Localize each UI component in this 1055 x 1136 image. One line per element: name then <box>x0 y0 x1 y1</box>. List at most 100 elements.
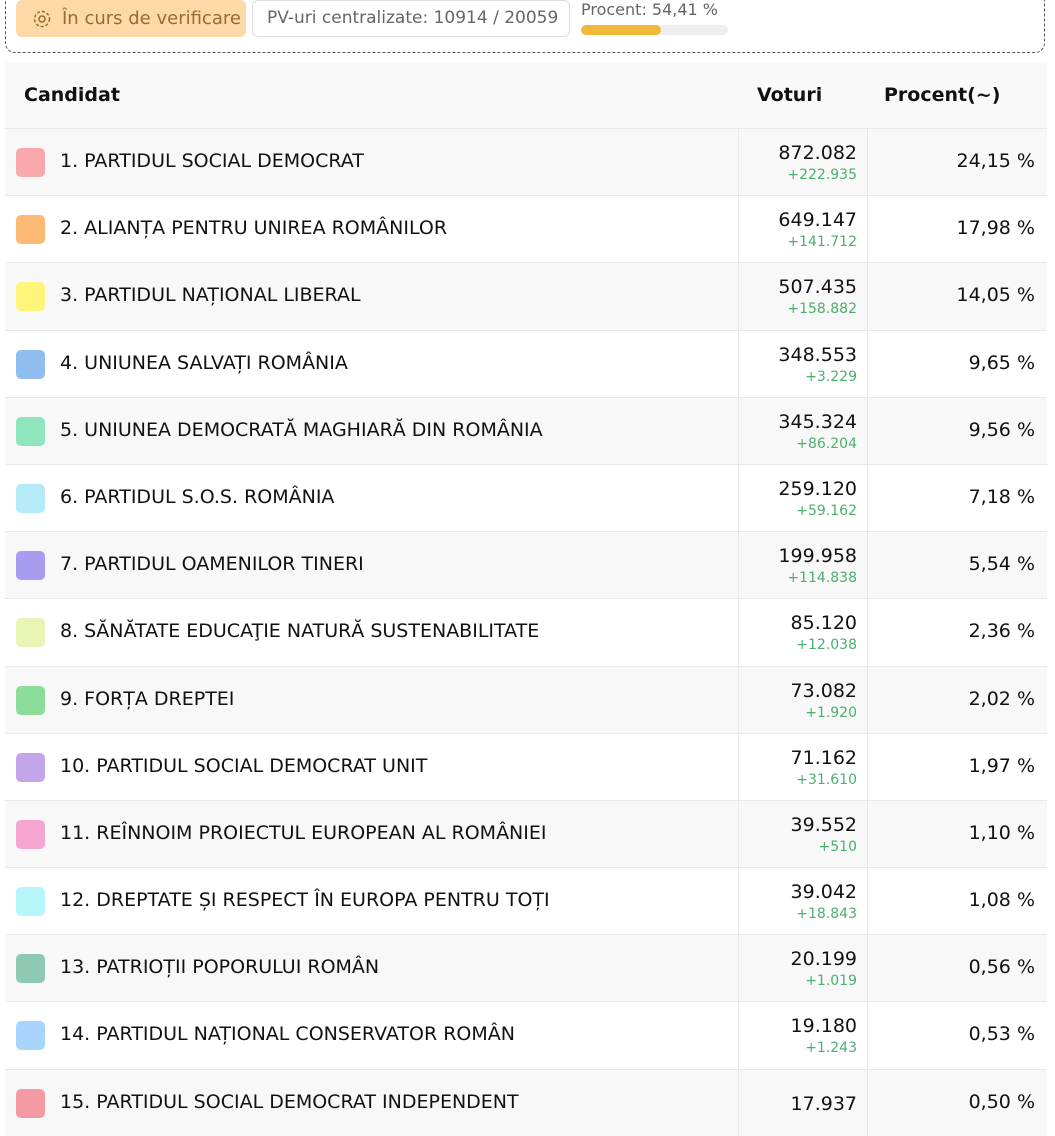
color-swatch <box>16 954 45 984</box>
votes-cell: 71.162 +31.610 <box>738 733 868 800</box>
percent: 5,54 % <box>968 553 1035 576</box>
votes-cell: 348.553 +3.229 <box>738 330 868 397</box>
candidate-name: 10. PARTIDUL SOCIAL DEMOCRAT UNIT <box>60 754 428 777</box>
votes-delta: +158.882 <box>787 301 857 318</box>
candidate-name: 7. PARTIDUL OAMENILOR TINERI <box>60 553 364 576</box>
votes-cell: 872.082 +222.935 <box>738 129 868 196</box>
candidate-name: 2. ALIANȚA PENTRU UNIREA ROMÂNILOR <box>60 217 448 240</box>
table-row: 5. UNIUNEA DEMOCRATĂ MAGHIARĂ DIN ROMÂNI… <box>5 396 1047 464</box>
candidate-name: 3. PARTIDUL NAȚIONAL LIBERAL <box>60 284 361 307</box>
votes-cell: 345.324 +86.204 <box>738 397 868 464</box>
color-swatch <box>16 483 45 513</box>
color-swatch <box>16 685 45 715</box>
table-row: 7. PARTIDUL OAMENILOR TINERI 199.958 +114.… <box>5 531 1047 599</box>
percent: 1,97 % <box>968 754 1035 777</box>
candidate-name: 15. PARTIDUL SOCIAL DEMOCRAT INDEPENDENT <box>60 1090 519 1113</box>
votes-delta: +3.229 <box>805 368 857 385</box>
table-row: 4. UNIUNEA SALVAȚI ROMÂNIA 348.553 +3.229 9… <box>5 329 1047 397</box>
color-swatch <box>16 819 45 849</box>
votes: 71.162 <box>790 746 857 769</box>
votes-cell: 39.042 +18.843 <box>738 868 868 935</box>
table-row: 14. PARTIDUL NAȚIONAL CONSERVATOR ROMÂN 1… <box>5 1001 1047 1069</box>
percent: 24,15 % <box>956 150 1036 172</box>
votes: 85.120 <box>790 612 857 635</box>
candidate-name: 11. REÎNNOIM PROIECTUL EUROPEAN AL ROMÂN… <box>60 821 547 844</box>
color-swatch <box>16 551 45 581</box>
percent: 9,65 % <box>968 351 1035 374</box>
votes: 39.042 <box>790 881 857 904</box>
percent: 0,50 % <box>968 1090 1035 1113</box>
table-body: 1. PARTIDUL SOCIAL DEMOCRAT 872.082 +222.9… <box>5 128 1047 1136</box>
progress-label: Procent: 54,41 % <box>581 0 719 19</box>
votes-delta: +86.204 <box>796 435 857 452</box>
candidate-name: 6. PARTIDUL S.O.S. ROMÂNIA <box>60 485 335 508</box>
color-swatch <box>16 215 45 245</box>
candidate-name: 1. PARTIDUL SOCIAL DEMOCRAT <box>60 150 364 172</box>
column-header: Procent(~) <box>884 84 1001 106</box>
table-row: 12. DREPTATE ȘI RESPECT ÎN EUROPA PENTRU… <box>5 867 1047 935</box>
column-header: Voturi <box>757 84 823 106</box>
votes-delta: +222.935 <box>787 167 857 183</box>
color-swatch <box>16 148 45 177</box>
candidate-name: 4. UNIUNEA SALVAȚI ROMÂNIA <box>60 351 348 374</box>
color-swatch <box>16 618 45 648</box>
votes: 348.553 <box>778 343 857 366</box>
votes: 259.120 <box>778 477 857 500</box>
color-swatch <box>16 887 45 917</box>
table-row: 3. PARTIDUL NAȚIONAL LIBERAL 507.435 +158.… <box>5 262 1047 330</box>
table-row: 6. PARTIDUL S.O.S. ROMÂNIA 259.120 +59.162… <box>5 463 1047 532</box>
votes: 345.324 <box>778 410 857 433</box>
votes-cell: 199.958 +114.838 <box>738 532 868 599</box>
votes: 19.180 <box>790 1015 857 1038</box>
color-swatch <box>16 1021 45 1051</box>
status-badge[interactable]: În curs de verificare <box>16 0 246 37</box>
percent: 17,98 % <box>956 217 1036 240</box>
votes-cell: 73.082 +1.920 <box>738 666 868 733</box>
votes-cell: 85.120 +12.038 <box>738 599 868 666</box>
percent: 1,10 % <box>968 821 1035 844</box>
percent: 0,53 % <box>968 1023 1035 1046</box>
votes-cell: 649.147 +141.712 <box>738 196 868 263</box>
votes: 199.958 <box>778 545 857 568</box>
percent: 1,08 % <box>968 889 1035 912</box>
color-swatch <box>16 1088 45 1118</box>
percent: 2,36 % <box>968 620 1035 643</box>
candidate-name: 8. SĂNĂTATE EDUCAŢIE NATURĂ SUSTENABILIT… <box>60 620 540 643</box>
color-swatch <box>16 416 45 446</box>
votes: 872.082 <box>778 142 857 164</box>
color-swatch <box>16 752 45 782</box>
table-row: 15. PARTIDUL SOCIAL DEMOCRAT INDEPENDENT… <box>5 1068 1047 1136</box>
votes-delta: +1.920 <box>805 704 857 721</box>
candidate-name: 14. PARTIDUL NAȚIONAL CONSERVATOR ROMÂN <box>60 1023 515 1046</box>
votes-delta: +31.610 <box>796 771 857 788</box>
candidate-name: 12. DREPTATE ȘI RESPECT ÎN EUROPA PENTRU… <box>60 889 550 912</box>
votes-cell: 20.199 +1.019 <box>738 935 868 1002</box>
votes-delta: +59.162 <box>796 502 857 519</box>
results-table: Candidat Voturi Procent(~) 1. PARTIDUL S… <box>5 62 1047 1136</box>
percent: 7,18 % <box>968 485 1035 508</box>
percent: 9,56 % <box>968 418 1035 441</box>
progress-track <box>581 25 728 35</box>
table-header: Candidat Voturi Procent(~) <box>5 62 1047 128</box>
votes-delta: +141.712 <box>787 234 857 251</box>
votes-cell: 507.435 +158.882 <box>738 263 868 330</box>
status-text: În curs de verificare <box>62 8 241 29</box>
votes-cell: 39.552 +510 <box>738 800 868 868</box>
votes-delta: +114.838 <box>787 570 857 587</box>
color-swatch <box>16 282 45 312</box>
percent: 2,02 % <box>968 687 1035 710</box>
percent: 14,05 % <box>956 284 1036 307</box>
votes-delta: +510 <box>818 838 857 855</box>
votes-cell: 19.180 +1.243 <box>738 1002 868 1069</box>
column-header: Candidat <box>24 84 120 106</box>
table-row: 10. PARTIDUL SOCIAL DEMOCRAT UNIT 71.162 +… <box>5 732 1047 800</box>
votes-delta: +18.843 <box>796 906 857 923</box>
table-row: 9. FORȚA DREPTEI 73.082 +1.920 2,02 % <box>5 665 1047 733</box>
votes-cell: 17.937 <box>738 1069 868 1136</box>
table-row: 13. PATRIOȚII POPORULUI ROMÂN 20.199 +1.01… <box>5 934 1047 1002</box>
votes: 39.552 <box>790 813 857 836</box>
table-row: 11. REÎNNOIM PROIECTUL EUROPEAN AL ROMÂN… <box>5 799 1047 868</box>
votes-delta: +1.019 <box>805 973 857 990</box>
votes: 17.937 <box>790 1092 857 1115</box>
